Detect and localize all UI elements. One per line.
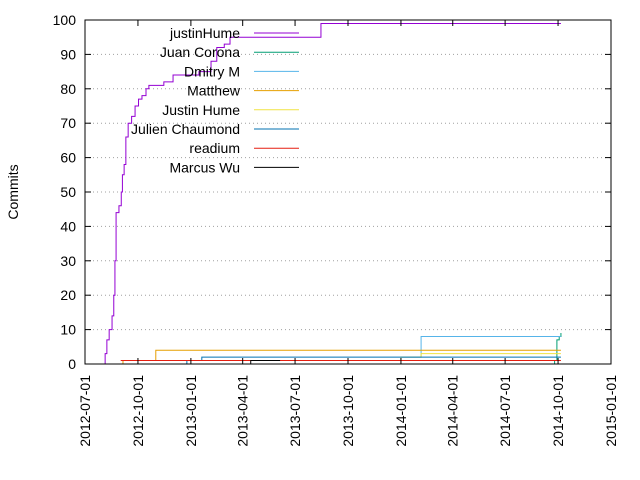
y-tick-label: 20 bbox=[60, 287, 76, 303]
y-tick-label: 0 bbox=[68, 356, 76, 372]
x-tick-label: 2013-04-01 bbox=[235, 375, 251, 447]
grid-lines bbox=[85, 53, 611, 331]
legend: justinHume Juan Corona Dmitry M Matthew Just… bbox=[131, 25, 299, 175]
x-tick-label: 2013-07-01 bbox=[287, 375, 303, 447]
legend-label: Marcus Wu bbox=[169, 159, 240, 175]
x-tick-label: 2015-01-01 bbox=[603, 375, 619, 447]
y-tick-label: 50 bbox=[60, 184, 76, 200]
x-axis-ticks: 2012-07-01 2012-10-01 2013-01-01 2013-04-01… bbox=[77, 20, 619, 447]
series-line-1 bbox=[470, 333, 562, 365]
x-tick-label: 2013-10-01 bbox=[340, 375, 356, 447]
series-lines bbox=[102, 22, 562, 365]
y-axis-title: Commits bbox=[5, 164, 21, 219]
x-tick-label: 2014-04-01 bbox=[445, 375, 461, 447]
series-line-0 bbox=[102, 22, 561, 365]
y-axis-ticks: 0 10 20 30 40 50 60 70 80 90 100 bbox=[53, 12, 611, 372]
legend-label: justinHume bbox=[169, 25, 240, 41]
legend-label: Dmitry M bbox=[184, 63, 240, 79]
y-tick-label: 70 bbox=[60, 115, 76, 131]
y-tick-label: 60 bbox=[60, 150, 76, 166]
y-tick-label: 90 bbox=[60, 46, 76, 62]
x-tick-label: 2014-07-01 bbox=[497, 375, 513, 447]
y-tick-label: 40 bbox=[60, 218, 76, 234]
y-tick-label: 80 bbox=[60, 81, 76, 97]
legend-label: readium bbox=[189, 140, 240, 156]
legend-label: Justin Hume bbox=[162, 102, 240, 118]
legend-label: Julien Chaumond bbox=[131, 121, 240, 137]
series-line-7 bbox=[242, 360, 281, 365]
y-tick-label: 10 bbox=[60, 322, 76, 338]
x-tick-label: 2014-10-01 bbox=[550, 375, 566, 447]
plot-border bbox=[84, 19, 612, 365]
y-tick-label: 100 bbox=[53, 12, 77, 28]
x-tick-label: 2013-01-01 bbox=[183, 375, 199, 447]
legend-label: Juan Corona bbox=[160, 44, 240, 60]
legend-label: Matthew bbox=[187, 83, 241, 99]
y-tick-label: 30 bbox=[60, 253, 76, 269]
x-tick-label: 2012-10-01 bbox=[130, 375, 146, 447]
x-tick-label: 2012-07-01 bbox=[77, 375, 93, 447]
x-tick-label: 2014-01-01 bbox=[393, 375, 409, 447]
